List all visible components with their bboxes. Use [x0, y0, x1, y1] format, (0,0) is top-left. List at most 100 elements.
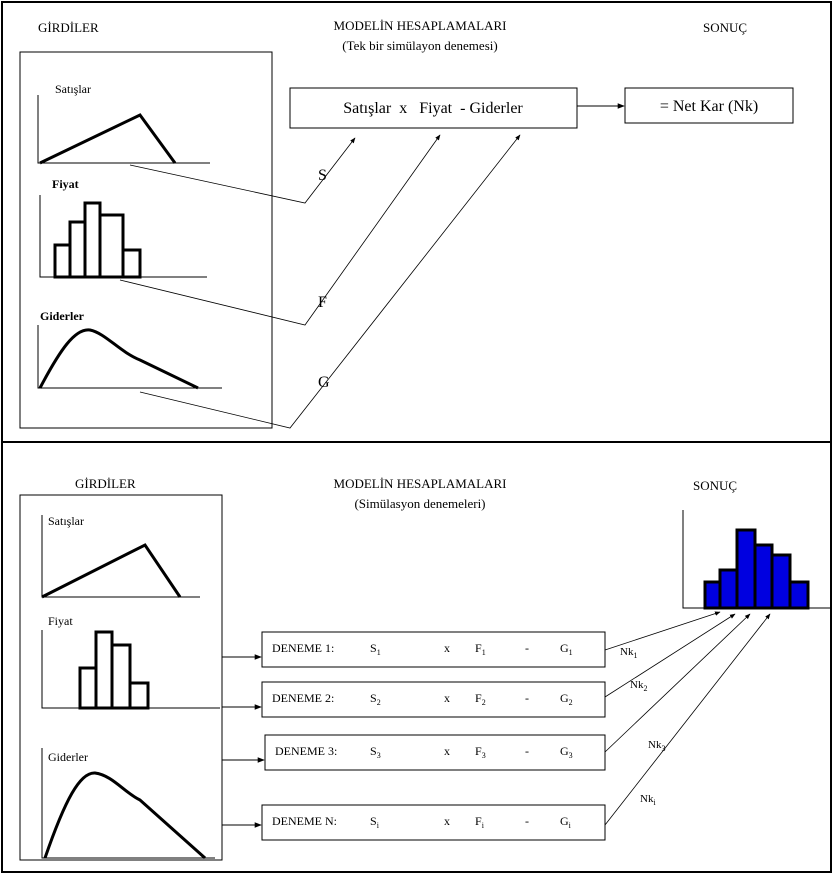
- symbol: Nk2: [630, 679, 647, 693]
- operator: -: [525, 744, 529, 758]
- result: = Net Kar (Nk): [660, 98, 758, 115]
- symbol: F3: [475, 744, 486, 760]
- arrow: [604, 611, 721, 651]
- symbol-sub: i: [482, 821, 485, 830]
- trial-label: DENEME N:: [272, 814, 337, 828]
- inputs-box: [19, 51, 273, 429]
- symbol-main: F: [475, 744, 482, 758]
- symbol-sub: 3: [569, 751, 573, 760]
- symbol-main: Nk: [620, 646, 634, 658]
- symbol: Gi: [560, 814, 572, 830]
- symbol: G1: [560, 641, 573, 657]
- result-title: SONUÇ: [693, 478, 737, 493]
- symbol-main: Nk: [630, 679, 644, 691]
- operator: x: [444, 641, 450, 655]
- symbol: F2: [475, 691, 486, 707]
- arrow: [604, 613, 751, 753]
- symbol-sub: 2: [569, 698, 573, 707]
- symbol-main: F: [475, 814, 482, 828]
- symbol-sub: i: [569, 821, 572, 830]
- symbol-main: Nk: [640, 793, 654, 805]
- symbol: F1: [475, 641, 486, 657]
- symbol-sub: 2: [482, 698, 486, 707]
- input-label: Giderler: [40, 309, 85, 323]
- model-subtitle: (Tek bir simülayon denemesi): [342, 38, 497, 53]
- trial-box: [264, 734, 606, 771]
- result-chart: [682, 510, 830, 610]
- model-subtitle: (Simülasyon denemeleri): [354, 496, 485, 511]
- symbol-main: G: [560, 814, 569, 828]
- model-title: MODELİN HESAPLAMALARI: [334, 476, 507, 491]
- letter: G: [318, 374, 330, 391]
- symbol-main: G: [560, 641, 569, 655]
- symbol-sub: 1: [569, 648, 573, 657]
- trial-label: DENEME 2:: [272, 691, 334, 705]
- symbol-main: S: [370, 814, 377, 828]
- input-label: Giderler: [48, 750, 88, 764]
- bottom-panel: [1, 441, 832, 873]
- symbol: Si: [370, 814, 380, 830]
- operator: x: [444, 744, 450, 758]
- trial-box: [261, 804, 606, 841]
- input-label: Satışlar: [55, 82, 91, 96]
- symbol-sub: 3: [377, 751, 381, 760]
- symbol: S3: [370, 744, 381, 760]
- symbol: Nk3: [648, 739, 665, 753]
- trial-label: DENEME 1:: [272, 641, 334, 655]
- input-label: Fiyat: [52, 177, 79, 191]
- operator: x: [444, 814, 450, 828]
- sales-chart: [37, 95, 210, 165]
- input-label: Fiyat: [48, 614, 73, 628]
- trial-box: [261, 631, 606, 668]
- trial-box: [261, 681, 606, 718]
- result-title: SONUÇ: [703, 20, 747, 35]
- symbol-main: G: [560, 691, 569, 705]
- connectors: [119, 134, 521, 429]
- costs-chart: [37, 325, 222, 390]
- formula-box: [289, 87, 578, 129]
- symbol: S1: [370, 641, 381, 657]
- operator: x: [444, 691, 450, 705]
- operator: -: [525, 814, 529, 828]
- operator: -: [525, 641, 529, 655]
- symbol-main: G: [560, 744, 569, 758]
- symbol-sub: 1: [482, 648, 486, 657]
- symbol: Nk1: [620, 646, 637, 660]
- symbol-main: S: [370, 691, 377, 705]
- symbol-sub: 3: [482, 751, 486, 760]
- model-title: MODELİN HESAPLAMALARI: [334, 18, 507, 33]
- symbol-sub: 1: [633, 651, 637, 660]
- arrow: [604, 613, 771, 826]
- symbol-main: F: [475, 691, 482, 705]
- symbol: G3: [560, 744, 573, 760]
- operator: -: [525, 691, 529, 705]
- price-chart: [41, 630, 220, 710]
- inputs-title: GİRDİLER: [38, 20, 99, 35]
- price-chart: [39, 195, 207, 279]
- symbol-sub: 1: [377, 648, 381, 657]
- symbol-sub: 2: [643, 684, 647, 693]
- symbol-sub: 2: [377, 698, 381, 707]
- costs-chart: [41, 748, 215, 860]
- formula: Satışlar x Fiyat - Giderler: [343, 100, 523, 117]
- result-box: [624, 87, 794, 124]
- symbol-main: S: [370, 744, 377, 758]
- trial-label: DENEME 3:: [275, 744, 337, 758]
- symbol-main: S: [370, 641, 377, 655]
- inputs-box: [19, 494, 223, 861]
- symbol: Nki: [640, 793, 656, 807]
- input-label: Satışlar: [48, 514, 84, 528]
- symbol-sub: i: [377, 821, 380, 830]
- symbol-main: Nk: [648, 739, 662, 751]
- symbol-main: F: [475, 641, 482, 655]
- letter: F: [318, 294, 327, 311]
- symbol: G2: [560, 691, 573, 707]
- top-panel: [1, 1, 832, 443]
- symbol-sub: i: [653, 798, 656, 807]
- sales-chart: [41, 515, 200, 599]
- letter: S: [318, 167, 327, 184]
- inputs-title: GİRDİLER: [75, 476, 136, 491]
- arrow: [604, 613, 736, 698]
